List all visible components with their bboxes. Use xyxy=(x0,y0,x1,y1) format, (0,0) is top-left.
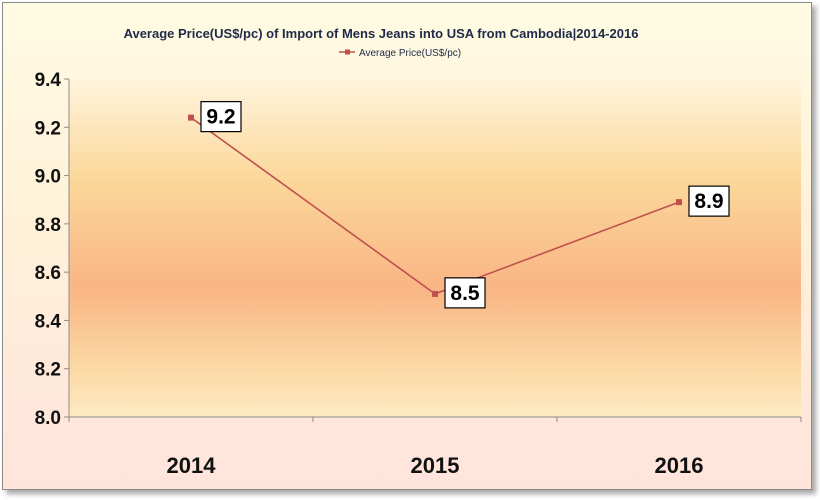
y-tick-label: 9.0 xyxy=(35,167,61,188)
data-label-box xyxy=(444,277,486,309)
y-tick-label: 8.4 xyxy=(35,311,62,332)
y-tick-label: 8.6 xyxy=(35,263,61,284)
line-chart: Average Price(US$/pc) of Import of Mens … xyxy=(35,26,802,478)
series-average-price: 9.2 8.5 8.9 xyxy=(188,101,730,309)
y-tick-label: 8.2 xyxy=(35,360,61,381)
y-tick-label: 9.2 xyxy=(35,118,61,139)
legend: Average Price(US$/pc) xyxy=(339,48,461,59)
legend-square-marker xyxy=(345,49,350,55)
data-label-box xyxy=(688,185,730,217)
data-label-box xyxy=(200,101,242,133)
x-tick-label: 2014 xyxy=(167,453,217,478)
chart-frame: Average Price(US$/pc) of Import of Mens … xyxy=(2,2,812,490)
data-point xyxy=(676,199,682,206)
y-tick-label: 9.4 xyxy=(35,70,62,91)
data-label: 8.5 xyxy=(450,282,480,305)
y-tick-label: 8.0 xyxy=(35,408,61,429)
y-tick-label: 8.8 xyxy=(35,215,61,236)
data-point xyxy=(432,290,438,297)
plot-area xyxy=(69,79,801,417)
y-axis: 8.0 8.2 8.4 8.6 8.8 9.0 9.2 9.4 xyxy=(35,70,70,429)
x-axis: 2014 2015 2016 xyxy=(68,416,802,478)
data-label: 9.2 xyxy=(206,106,235,129)
x-tick-label: 2015 xyxy=(411,453,460,478)
data-point xyxy=(188,114,194,121)
chart-title: Average Price(US$/pc) of Import of Mens … xyxy=(124,26,639,41)
data-label: 8.9 xyxy=(694,190,723,213)
x-tick-label: 2016 xyxy=(655,453,704,478)
legend-entry: Average Price(US$/pc) xyxy=(359,48,461,59)
